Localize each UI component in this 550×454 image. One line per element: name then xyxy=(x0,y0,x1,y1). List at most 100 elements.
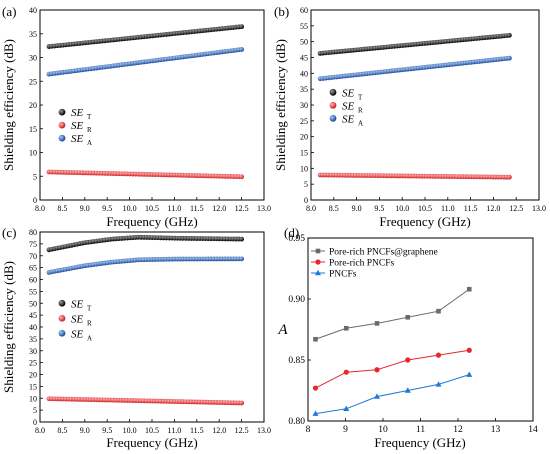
y-tick-label: 0.80 xyxy=(288,417,305,427)
data-point xyxy=(404,387,411,393)
legend-label: SE xyxy=(71,133,84,145)
data-point xyxy=(374,367,380,373)
legend-subscript: A xyxy=(358,119,363,127)
y-tick-label: 50 xyxy=(29,299,37,308)
legend-label: SE xyxy=(71,298,84,310)
legend-marker xyxy=(315,269,321,276)
series-group-d xyxy=(312,286,473,416)
series-line xyxy=(315,288,470,340)
data-point xyxy=(343,369,349,375)
data-point xyxy=(239,47,245,52)
y-axis-d: 0.80 0.85 0.90 0.95 xyxy=(288,234,311,427)
y-tick-label: 30 xyxy=(300,101,308,110)
y-tick-label: 20 xyxy=(29,101,37,110)
y-tick-label: 10 xyxy=(29,394,37,403)
data-point xyxy=(312,410,319,416)
y-tick-label: 45 xyxy=(29,311,37,320)
y-axis-label-a: Shielding efficiency (dB) xyxy=(1,39,16,171)
y-axis-b: 0 5 10 15 20 25 30 35 40 45 50 55 60 xyxy=(300,6,314,205)
x-axis-c: 8.0 8.5 9.0 9.5 10.0 10.5 11.0 11.5 12.0 12.5 13.0 xyxy=(35,419,271,435)
y-tick-label: 0 xyxy=(33,196,37,205)
legend-marker xyxy=(329,101,337,109)
legend-label: SE xyxy=(71,328,84,340)
y-tick-label: 0.90 xyxy=(288,295,305,305)
legend-label: SE xyxy=(71,107,84,119)
data-point xyxy=(374,393,380,399)
y-tick-label: 0 xyxy=(33,418,37,427)
data-point xyxy=(435,352,442,358)
x-tick-label: 8 xyxy=(306,425,311,435)
data-point xyxy=(405,357,411,363)
data-point xyxy=(374,321,380,326)
panel-d: (d) 8 9 10 11 12 13 14 0.80 0.85 0.90 0.95 Freque… xyxy=(277,225,538,450)
x-tick-label: 10 xyxy=(378,425,388,435)
legend-marker xyxy=(315,259,321,265)
y-tick-label: 35 xyxy=(29,30,37,39)
x-tick-label: 10.5 xyxy=(145,204,159,213)
legend-marker xyxy=(58,299,66,307)
legend-marker xyxy=(329,88,337,96)
legend-marker xyxy=(58,314,66,322)
legend-label: PNCFs xyxy=(329,270,357,280)
y-axis-a: 0 5 10 15 20 25 30 35 40 xyxy=(29,6,43,205)
x-tick-label: 12 xyxy=(453,425,463,435)
y-tick-label: 40 xyxy=(29,6,37,15)
x-tick-label: 8.0 xyxy=(35,426,45,435)
x-tick-label: 9.0 xyxy=(80,426,90,435)
legend-marker xyxy=(315,248,321,254)
y-tick-label: 0 xyxy=(304,196,308,205)
x-tick-label: 10.0 xyxy=(123,204,137,213)
data-point xyxy=(239,256,245,262)
x-tick-label: 11.0 xyxy=(441,204,455,213)
x-tick-label: 11.5 xyxy=(190,426,204,435)
data-point xyxy=(343,405,350,411)
panel-label-a: (a) xyxy=(2,4,16,19)
x-tick-label: 10.5 xyxy=(418,204,432,213)
data-point xyxy=(313,336,318,342)
y-tick-label: 55 xyxy=(29,287,37,296)
legend-label: SE xyxy=(71,120,84,132)
y-tick-label: 15 xyxy=(29,382,37,391)
y-tick-label: 30 xyxy=(29,54,37,63)
x-tick-label: 10.0 xyxy=(123,426,137,435)
legend-label: SE xyxy=(342,113,355,125)
legend-marker xyxy=(58,134,66,142)
legend-label: Pore-rich PNCFs@graphene xyxy=(329,248,438,258)
y-axis-label-d: A xyxy=(277,322,288,338)
panel-label-b: (b) xyxy=(274,4,289,19)
x-axis-b: 8.0 8.5 9.0 9.5 10.0 10.5 11.0 11.5 12.0 12.5 13.0 xyxy=(306,197,546,213)
legend-subscript: A xyxy=(87,334,92,342)
legend-marker xyxy=(58,121,66,129)
series-group-a xyxy=(46,24,245,180)
x-tick-label: 9.5 xyxy=(374,204,384,213)
x-tick-label: 13 xyxy=(491,425,501,435)
y-axis-label-b: Shielding efficiency (dB) xyxy=(273,39,288,171)
x-tick-label: 13.0 xyxy=(257,426,271,435)
x-tick-label: 10.0 xyxy=(395,204,409,213)
legend-label: SE xyxy=(342,100,355,112)
data-point xyxy=(435,381,442,387)
x-tick-label: 12.5 xyxy=(235,426,249,435)
panel-c: (c) 8.0 8.5 9.0 9.5 10.0 10.5 11.0 11.5 12.0 12.5… xyxy=(1,225,271,450)
x-tick-label: 9 xyxy=(343,425,348,435)
legend-marker xyxy=(58,108,66,116)
x-tick-label: 11 xyxy=(416,425,425,435)
y-tick-label: 0.95 xyxy=(288,234,305,244)
y-tick-label: 75 xyxy=(29,240,37,249)
data-point xyxy=(343,325,349,331)
y-tick-label: 25 xyxy=(29,77,37,86)
panel-label-c: (c) xyxy=(2,225,16,240)
series-line xyxy=(315,374,470,415)
x-tick-label: 11.0 xyxy=(168,426,182,435)
y-tick-label: 35 xyxy=(300,85,308,94)
x-axis-a: 8.0 8.5 9.0 9.5 10.0 10.5 11.0 11.5 12.0 12.5 13.0 xyxy=(35,197,271,213)
x-tick-label: 9.5 xyxy=(102,204,112,213)
legend-marker xyxy=(329,114,337,122)
x-tick-label: 12.5 xyxy=(235,204,249,213)
x-axis-label-b: Frequency (GHz) xyxy=(379,214,470,229)
legend-subscript: R xyxy=(87,126,92,134)
y-tick-label: 50 xyxy=(300,38,308,47)
y-tick-label: 15 xyxy=(29,125,37,134)
x-tick-label: 8.5 xyxy=(57,426,67,435)
